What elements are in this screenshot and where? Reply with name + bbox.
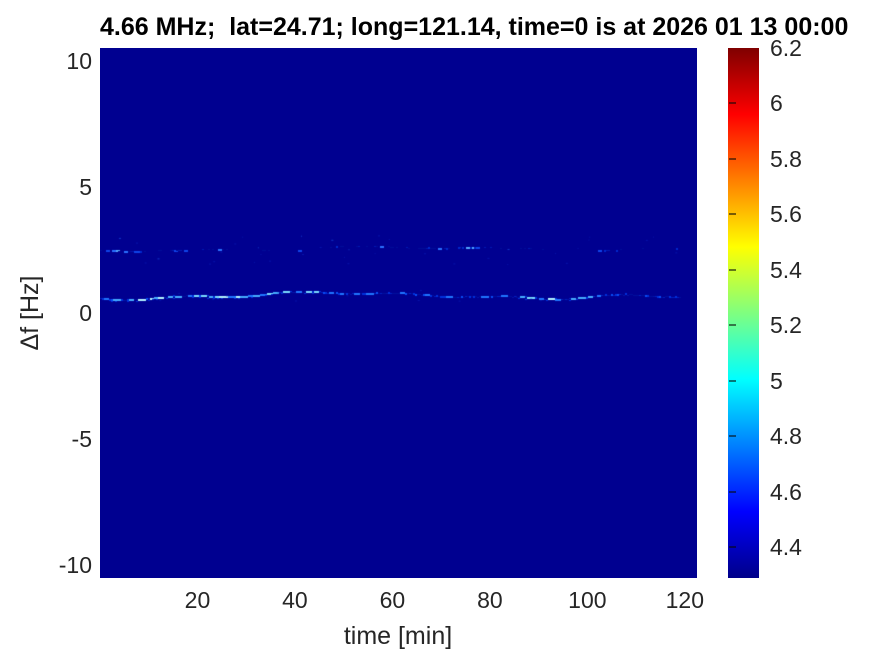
y-tick-label: -10 (58, 552, 92, 579)
heatmap-canvas (100, 48, 697, 578)
colorbar-tick-label: 5 (770, 367, 783, 394)
colorbar-tick-label: 5.2 (770, 312, 802, 339)
colorbar-tick-label: 5.8 (770, 145, 802, 172)
y-tick-label: 5 (79, 173, 92, 200)
x-axis-label: time [min] (343, 622, 453, 650)
colorbar-tick-mark (729, 213, 736, 216)
colorbar-tick-label: 4.6 (770, 478, 802, 505)
colorbar-tick-mark (729, 490, 736, 493)
x-tick-label: 40 (282, 587, 308, 613)
x-tick-label: 60 (379, 587, 406, 613)
colorbar-tick-label: 4.4 (770, 534, 802, 561)
plot-title: 4.66 MHz; lat=24.71; long=121.14, time=0… (100, 13, 849, 41)
colorbar-tick-mark (729, 268, 736, 271)
colorbar-tick-label: 6 (770, 90, 783, 117)
y-tick-label: 0 (79, 300, 92, 326)
colorbar-tick-label: 4.8 (770, 423, 802, 450)
colorbar-tick-mark (729, 102, 736, 105)
x-tick-label: 120 (665, 587, 704, 613)
colorbar-tick-label: 5.4 (770, 256, 802, 283)
colorbar-tick-mark (729, 435, 736, 438)
colorbar-tick-label: 5.6 (770, 201, 802, 228)
x-tick-label: 80 (477, 587, 503, 613)
colorbar-tick-label: 6.2 (770, 35, 802, 61)
colorbar-tick-mark (729, 546, 736, 549)
colorbar-tick-mark (729, 379, 736, 382)
colorbar (728, 48, 759, 578)
y-tick-label: -5 (71, 426, 92, 453)
colorbar-tick-mark (729, 324, 736, 327)
colorbar-tick-mark (729, 157, 736, 160)
y-tick-label: 10 (66, 47, 92, 74)
x-tick-label: 100 (568, 587, 607, 613)
x-tick-label: 20 (184, 587, 211, 613)
